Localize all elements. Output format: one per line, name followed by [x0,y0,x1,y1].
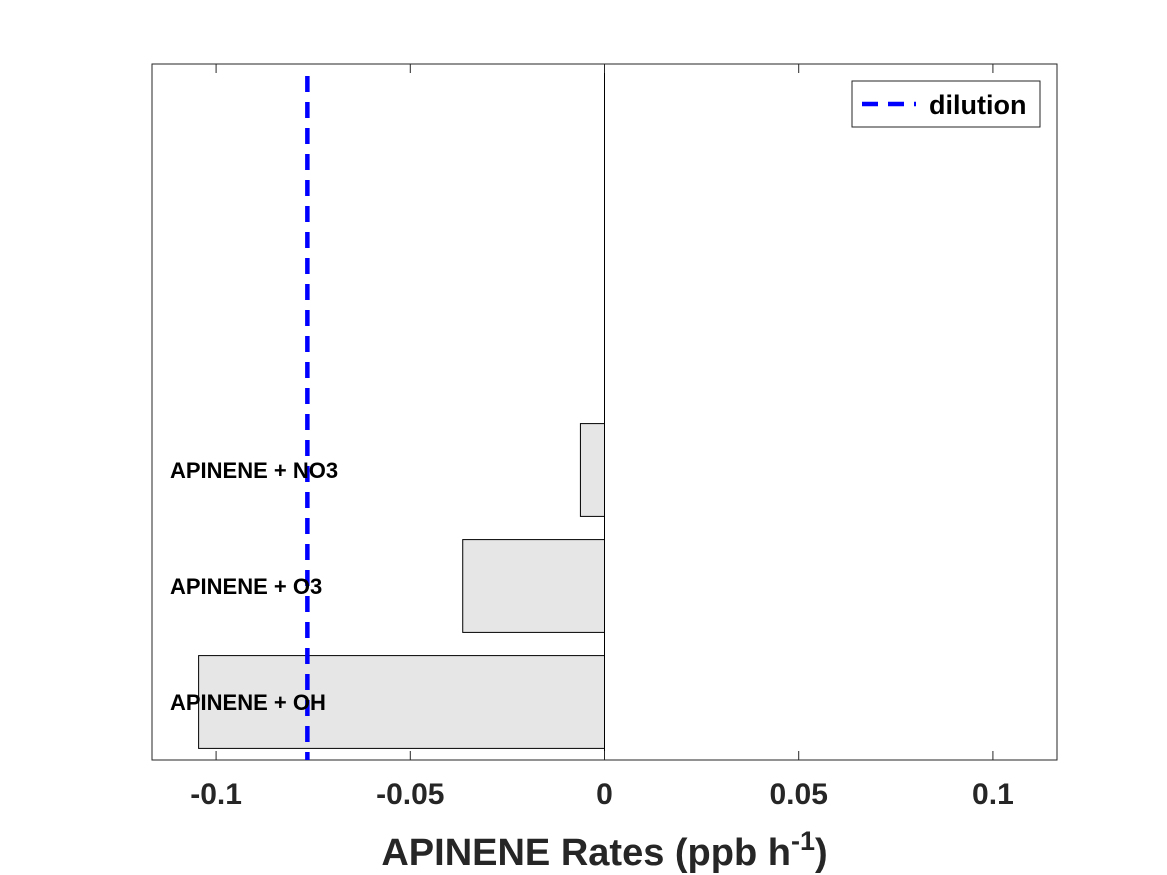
x-axis-title-main: APINENE Rates (ppb h [381,832,791,874]
x-tick-label: -0.05 [376,778,444,811]
x-tick-label: 0.05 [770,778,828,811]
bar-label: APINENE + OH [170,690,326,715]
bar [462,539,605,633]
legend-box [851,80,1041,128]
bar-label: APINENE + NO3 [170,458,338,483]
x-tick-label: -0.1 [190,778,242,811]
bar [198,655,605,749]
x-axis-ticks: -0.1 -0.05 0 0.05 0.1 [190,64,1014,811]
x-tick-label: 0 [596,778,613,811]
bars [198,423,606,749]
x-axis-title: APINENE Rates (ppb h-1) [381,826,827,874]
legend: dilution [851,80,1041,128]
x-axis-title-superscript: -1 [791,826,815,856]
bar [579,423,606,517]
bar-label: APINENE + O3 [170,574,322,599]
bar-labels: APINENE + OH APINENE + O3 APINENE + NO3 [170,458,338,715]
legend-label: dilution [929,90,1026,120]
x-axis-title-close: ) [815,832,828,874]
x-tick-label: 0.1 [972,778,1014,811]
